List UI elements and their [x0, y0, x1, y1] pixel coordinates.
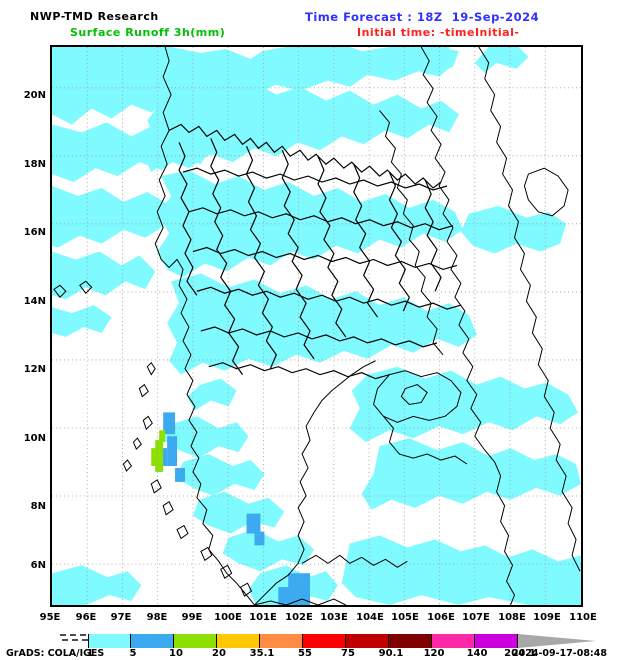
colorbar-swatch-5 — [260, 634, 303, 648]
legend-tick-8: 120 — [423, 648, 445, 659]
x-tick-106E: 106E — [427, 612, 455, 623]
colorbar-swatches — [88, 634, 518, 648]
legend-tick-10: 204.1 — [504, 648, 536, 659]
grads-credit-label: GrADS: COLA/IGES — [6, 648, 105, 659]
colorbar-swatch-10 — [475, 634, 518, 648]
colorbar-overflow-arrow — [518, 634, 596, 648]
x-tick-108E: 108E — [498, 612, 526, 623]
legend-tick-9: 140 — [466, 648, 488, 659]
x-tick-104E: 104E — [356, 612, 384, 623]
render-timestamp: 2024-09-17-08:48 — [512, 648, 607, 659]
coastline-outlines — [53, 47, 581, 605]
runoff-shading-cyan — [52, 47, 581, 605]
legend-dash-marks — [60, 634, 88, 641]
legend-tick-6: 75 — [341, 648, 355, 659]
x-tick-105E: 105E — [391, 612, 419, 623]
x-tick-97E: 97E — [110, 612, 132, 623]
forecast-time-label: Time Forecast : 18Z 19-Sep-2024 — [305, 10, 540, 24]
legend-tick-4: 35.1 — [249, 648, 275, 659]
runoff-map — [52, 47, 581, 605]
colorbar-tick-labels: 1 5 10 20 35.1 55 75 90.1 120 140 204.1 — [0, 648, 630, 660]
colorbar-swatch-4 — [217, 634, 260, 648]
legend-tick-0: 1 — [86, 648, 94, 659]
y-tick-16N: 16N — [23, 227, 46, 238]
colorbar-swatch-8 — [389, 634, 432, 648]
y-tick-12N: 12N — [23, 364, 46, 375]
x-tick-102E: 102E — [285, 612, 313, 623]
colorbar-swatch-6 — [303, 634, 346, 648]
colorbar-swatch-3 — [174, 634, 217, 648]
x-tick-103E: 103E — [320, 612, 348, 623]
colorbar-legend: 1 5 10 20 35.1 55 75 90.1 120 140 204.1 … — [0, 628, 630, 660]
x-tick-99E: 99E — [181, 612, 203, 623]
map-plot-area — [50, 45, 583, 607]
x-tick-100E: 100E — [214, 612, 242, 623]
x-tick-101E: 101E — [249, 612, 277, 623]
map-gridlines — [52, 47, 581, 605]
x-tick-96E: 96E — [75, 612, 97, 623]
x-tick-110E: 110E — [569, 612, 597, 623]
colorbar-swatch-1 — [88, 634, 131, 648]
field-subtitle: Surface Runoff 3h(mm) — [70, 26, 226, 39]
legend-tick-2: 10 — [169, 648, 183, 659]
legend-tick-7: 90.1 — [378, 648, 404, 659]
colorbar-swatch-9 — [432, 634, 475, 648]
initial-time-label: Initial time: -timeInitial- — [357, 26, 520, 39]
x-tick-109E: 109E — [533, 612, 561, 623]
legend-tick-5: 55 — [298, 648, 312, 659]
runoff-shading-green — [151, 430, 166, 472]
page-title: NWP-TMD Research — [30, 10, 159, 23]
colorbar-swatch-7 — [346, 634, 389, 648]
x-tick-98E: 98E — [146, 612, 168, 623]
y-tick-14N: 14N — [23, 296, 46, 307]
x-tick-107E: 107E — [462, 612, 490, 623]
y-tick-18N: 18N — [23, 159, 46, 170]
x-tick-95E: 95E — [39, 612, 61, 623]
legend-tick-1: 5 — [129, 648, 137, 659]
colorbar-swatch-2 — [131, 634, 174, 648]
y-tick-10N: 10N — [23, 433, 46, 444]
legend-tick-3: 20 — [212, 648, 226, 659]
y-tick-6N: 6N — [30, 560, 46, 571]
y-tick-8N: 8N — [30, 501, 46, 512]
y-tick-20N: 20N — [23, 90, 46, 101]
